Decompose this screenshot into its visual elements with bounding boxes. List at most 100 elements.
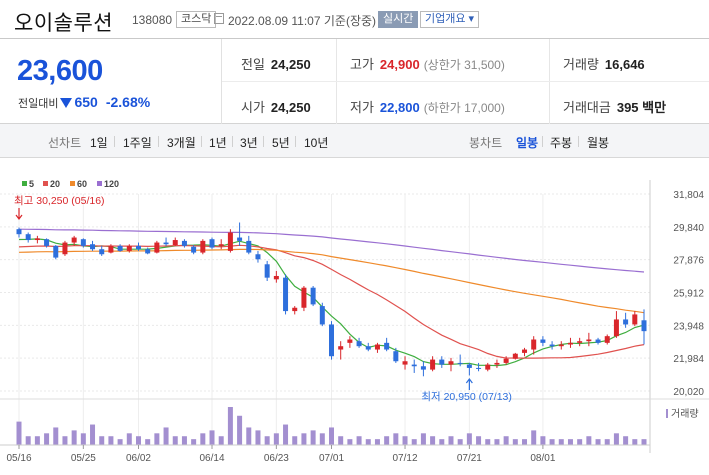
candle-body — [420, 366, 426, 370]
candle-body — [62, 242, 68, 255]
candle-body — [191, 246, 197, 253]
volume-bar — [34, 436, 40, 445]
volume-bar — [457, 439, 463, 445]
x-tick-label: 06/14 — [199, 453, 224, 464]
candle-body — [53, 245, 59, 258]
volume-bar — [273, 433, 279, 445]
change-percent: -2.68% — [105, 94, 151, 110]
moving-average-line — [18, 228, 645, 273]
candle-body — [310, 287, 316, 305]
x-tick-label: 06/23 — [264, 453, 289, 464]
x-tick-label: 08/01 — [530, 453, 555, 464]
tab-5year[interactable]: 5년 — [272, 136, 290, 150]
price-change: 전일대비 650 -2.68% — [18, 94, 150, 111]
volume-bar — [476, 436, 482, 445]
volume-bar — [586, 436, 592, 445]
tab-3month[interactable]: 3개월 — [167, 136, 196, 150]
price-summary: 23,600 전일대비 650 -2.68% 전일 24,250 고가 24,900 (상… — [0, 38, 709, 124]
tab-daily[interactable]: 일봉 — [516, 136, 539, 150]
volume-bar — [558, 439, 564, 445]
candle-body — [384, 342, 390, 350]
volume-bar — [172, 436, 178, 445]
candle-chart-label: 봉차트 — [469, 136, 503, 150]
candle-body — [181, 240, 187, 246]
volume-bar — [494, 439, 500, 445]
candle-body — [227, 232, 233, 251]
realtime-badge[interactable]: 실시간 — [378, 11, 419, 28]
volume-bar — [411, 439, 417, 445]
timestamp: 2022.08.09 11:07 기준(장중) — [228, 14, 377, 28]
volume-bar — [218, 436, 224, 445]
candle-body — [522, 349, 528, 353]
candle-body — [577, 341, 583, 343]
candle-body — [494, 362, 500, 365]
tab-divider — [158, 136, 159, 147]
volume-bar — [540, 436, 546, 445]
tab-divider — [295, 136, 296, 147]
volume-bar — [430, 436, 436, 445]
candle-body — [365, 346, 371, 350]
candle-body — [374, 344, 380, 350]
x-tick-label: 05/25 — [71, 453, 96, 464]
high-value: 24,900 — [379, 57, 420, 72]
volume-bar — [319, 433, 325, 445]
high-label: 고가 — [350, 57, 374, 72]
y-tick-label: 20,020 — [673, 387, 704, 398]
x-tick-label: 06/02 — [126, 453, 151, 464]
candle-body — [154, 242, 160, 253]
candle-body — [549, 344, 555, 347]
volume-bar — [466, 433, 472, 445]
candle-body — [246, 240, 252, 253]
volume-bar — [227, 407, 233, 445]
volume-bar — [108, 436, 114, 445]
tab-monthly[interactable]: 월봉 — [587, 136, 610, 150]
volume-bar — [402, 436, 408, 445]
tab-divider — [232, 136, 233, 147]
volume-bar — [613, 433, 619, 445]
legend-label: 20 — [50, 179, 60, 189]
candle-body — [319, 306, 325, 325]
candle-body — [393, 351, 399, 362]
volume-bar — [301, 433, 307, 445]
volume-bar — [191, 439, 197, 445]
volume-bar — [25, 436, 31, 445]
y-tick-label: 21,984 — [673, 354, 704, 365]
volume-bar — [145, 439, 151, 445]
volume-bar — [181, 436, 187, 445]
open-value: 24,250 — [270, 100, 311, 115]
day-low: 저가 22,800 (하한가 17,000) — [350, 97, 505, 116]
candle-body — [25, 234, 31, 241]
low-arrow-icon — [465, 378, 473, 390]
tab-1day[interactable]: 1일 — [90, 136, 108, 150]
candle-body — [595, 339, 601, 343]
y-tick-label: 23,948 — [673, 321, 704, 332]
company-info-dropdown[interactable]: 기업개요 ▾ — [420, 11, 480, 28]
tab-3year[interactable]: 3년 — [240, 136, 258, 150]
legend-swatch — [97, 181, 102, 186]
candle-body — [255, 254, 261, 260]
legend-swatch — [70, 181, 75, 186]
stock-header: 오이솔루션 138080 코스닥 2022.08.09 11:07 기준(장중)… — [0, 0, 709, 38]
y-tick-label: 27,876 — [673, 256, 704, 267]
candle-body — [209, 239, 215, 248]
volume-bar — [80, 433, 86, 445]
volume-bar — [365, 439, 371, 445]
candle-body — [448, 361, 454, 365]
candle-body — [99, 249, 105, 255]
divider — [222, 81, 709, 82]
tab-10year[interactable]: 10년 — [304, 136, 329, 150]
tab-1week[interactable]: 1주일 — [123, 136, 152, 150]
candle-body — [338, 346, 344, 350]
candle-body — [16, 229, 22, 235]
volume-value: 16,646 — [604, 57, 645, 72]
stock-chart: 5 20 60 120 거래량 31,804 29,840 27,876 25,912 23,… — [0, 158, 709, 475]
volume-label: 거래량 — [671, 408, 699, 420]
volume-bar — [264, 436, 270, 445]
volume-bar — [448, 436, 454, 445]
tab-weekly[interactable]: 주봉 — [550, 136, 573, 150]
volume-bar — [16, 421, 22, 445]
volume-bar — [604, 439, 610, 445]
tab-1year[interactable]: 1년 — [209, 136, 227, 150]
candle-body — [512, 353, 518, 359]
candle-body — [163, 242, 169, 245]
